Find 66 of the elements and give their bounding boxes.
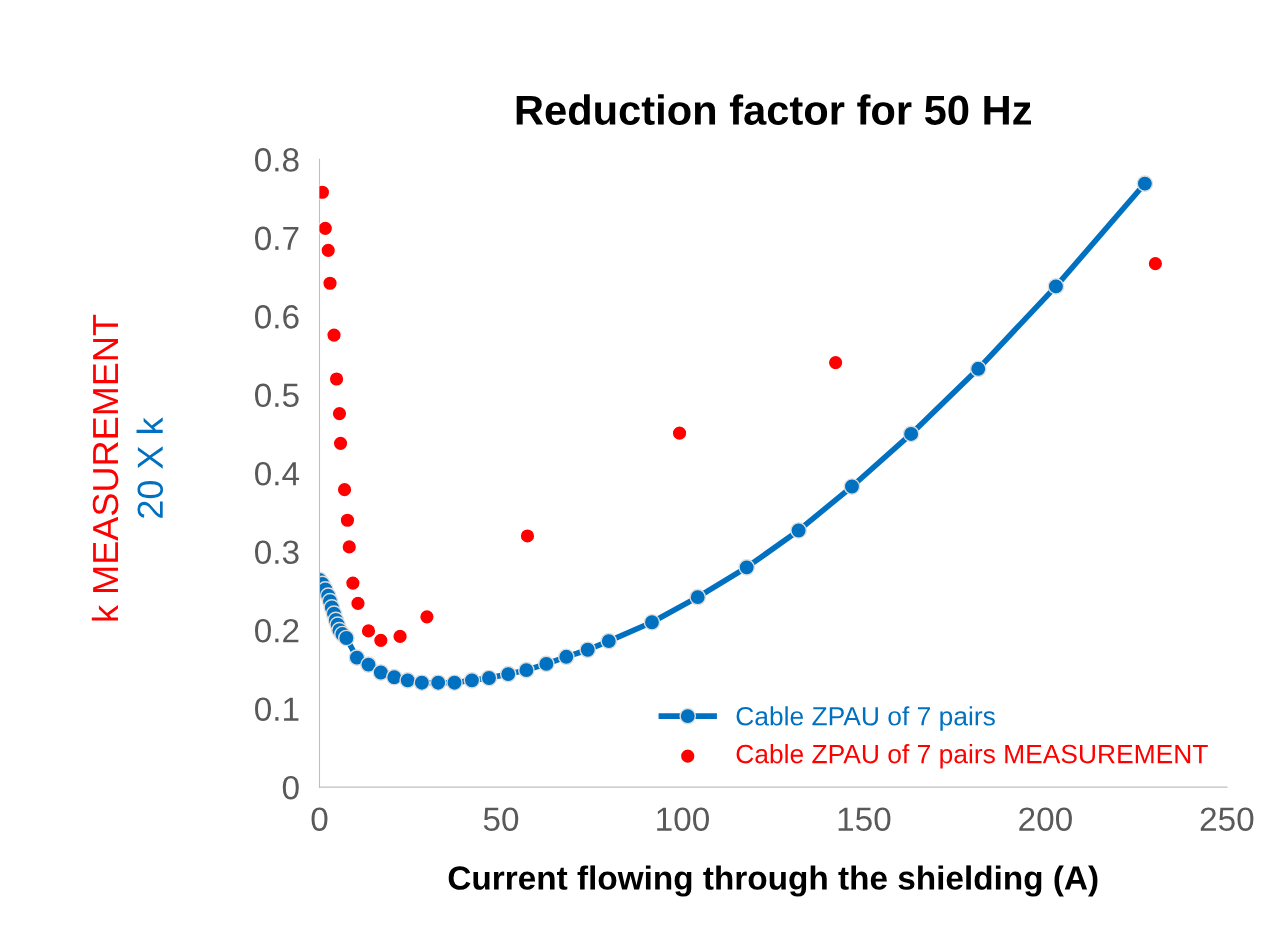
point	[463, 672, 481, 689]
y-tick-label: 0.6	[255, 305, 299, 329]
x-tick-label: 50	[483, 807, 519, 832]
y-tick-label: 0.1	[255, 697, 299, 722]
x-tick-label: 200	[1019, 807, 1072, 832]
point	[322, 275, 339, 292]
x-tick-label: 0	[311, 807, 328, 832]
point	[328, 371, 345, 387]
point	[519, 527, 536, 544]
legend-label: Cable ZPAU of 7 pairs	[736, 706, 995, 731]
legend-label: Cable ZPAU of 7 pairs MEASUREMENT	[736, 744, 1208, 769]
x-tick-label: 100	[657, 807, 709, 832]
point	[319, 220, 334, 237]
point	[499, 665, 517, 683]
point	[331, 405, 348, 422]
text: 20 X k	[136, 417, 164, 518]
point	[336, 481, 353, 498]
x-tick-label: 250	[1200, 807, 1254, 832]
point	[344, 575, 361, 592]
y-tick-label: 0.3	[255, 540, 299, 565]
point	[372, 664, 390, 681]
x-axis-title: Current flowing through the shielding (A)	[448, 865, 1098, 897]
point	[392, 628, 409, 645]
point	[326, 327, 342, 344]
point	[480, 669, 498, 687]
text: k MEASUREMENT	[91, 314, 119, 621]
y-tick-label: 0.5	[255, 383, 299, 408]
point	[1047, 278, 1065, 295]
point	[600, 632, 618, 650]
point	[338, 629, 355, 647]
y-tick-label: 0	[282, 775, 299, 800]
point	[969, 360, 987, 378]
point	[518, 661, 535, 679]
chart-title: Reduction factor for 50 Hz	[516, 94, 1031, 125]
point	[360, 622, 377, 639]
y-tick-label: 0.2	[255, 618, 299, 643]
point	[413, 674, 431, 692]
point	[557, 648, 575, 666]
point	[689, 588, 707, 606]
point	[538, 655, 555, 673]
point	[643, 613, 661, 631]
point	[902, 425, 920, 443]
point	[360, 656, 377, 673]
point	[332, 435, 349, 452]
point	[446, 674, 463, 692]
point	[339, 512, 356, 529]
point	[579, 641, 597, 659]
point	[320, 242, 337, 259]
point	[349, 595, 366, 612]
point	[429, 674, 447, 692]
point	[790, 522, 807, 539]
point	[827, 354, 844, 371]
point	[1136, 175, 1154, 192]
point	[385, 668, 403, 686]
y-tick-label: 0.8	[255, 148, 299, 172]
point	[418, 608, 435, 625]
point	[372, 632, 389, 649]
y-tick-label: 0.7	[255, 226, 299, 251]
point	[843, 478, 861, 495]
y-tick-label: 0.4	[255, 461, 300, 486]
point	[1147, 255, 1164, 272]
point	[399, 672, 417, 689]
point	[341, 538, 358, 555]
point	[738, 559, 756, 576]
point	[671, 425, 688, 442]
x-tick-label: 150	[838, 807, 891, 832]
